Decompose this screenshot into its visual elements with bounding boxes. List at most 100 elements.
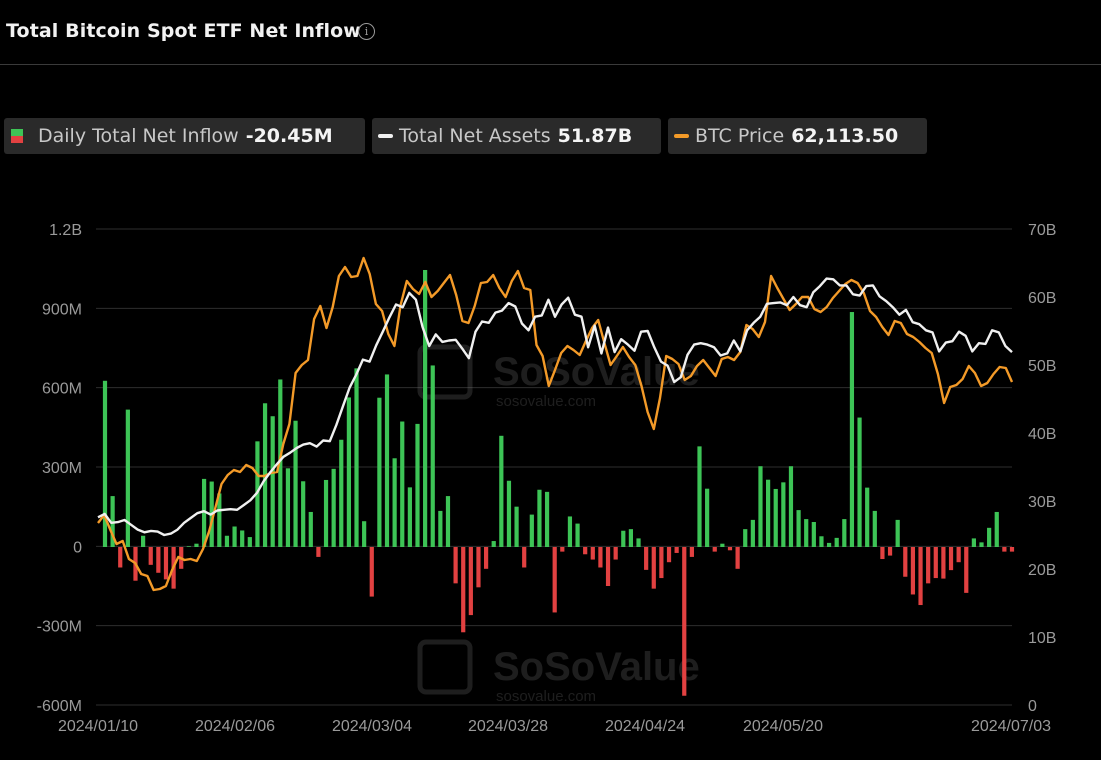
inflow-bar bbox=[842, 519, 847, 547]
inflow-bar bbox=[529, 514, 534, 547]
net-assets-line bbox=[97, 277, 1013, 537]
inflow-bar bbox=[651, 547, 656, 589]
inflow-bar bbox=[141, 535, 146, 547]
inflow-bars bbox=[102, 269, 1015, 696]
info-icon[interactable]: i bbox=[358, 23, 375, 40]
inflow-bar bbox=[194, 543, 199, 547]
x-tick-label: 2024/05/20 bbox=[743, 718, 823, 735]
inflow-bar bbox=[1009, 547, 1015, 552]
right-tick-label: 10B bbox=[1028, 630, 1056, 647]
inflow-bar bbox=[224, 535, 230, 547]
watermark-text: SoSoValue bbox=[493, 645, 700, 689]
inflow-bar bbox=[826, 542, 832, 547]
inflow-bar bbox=[247, 537, 252, 547]
inflow-bar bbox=[857, 417, 862, 547]
inflow-bar bbox=[987, 527, 992, 547]
inflow-bar bbox=[453, 547, 458, 584]
left-tick-label: -300M bbox=[37, 619, 82, 636]
inflow-bar bbox=[331, 468, 336, 547]
inflow-bar bbox=[514, 506, 519, 547]
legend-price[interactable]: BTC Price 62,113.50 bbox=[668, 118, 927, 154]
inflow-bar bbox=[461, 547, 466, 633]
inflow-bar bbox=[880, 547, 885, 560]
inflow-bar bbox=[903, 547, 908, 577]
left-tick-label: -600M bbox=[37, 698, 82, 715]
inflow-bar bbox=[621, 530, 626, 547]
inflow-bar bbox=[552, 547, 557, 613]
watermark-subtext: sosovalue.com bbox=[496, 688, 596, 705]
left-tick-label: 0 bbox=[73, 539, 82, 556]
inflow-bar bbox=[384, 374, 390, 547]
left-tick-label: 300M bbox=[42, 460, 82, 477]
inflow-bar bbox=[377, 397, 382, 547]
inflow-bar bbox=[255, 441, 260, 547]
inflow-bar bbox=[468, 547, 473, 616]
watermark-subtext: sosovalue.com bbox=[496, 393, 596, 410]
inflow-bar bbox=[400, 421, 405, 547]
inflow-bar bbox=[560, 547, 565, 552]
bar-swatch-icon bbox=[11, 129, 23, 143]
inflow-bar bbox=[849, 312, 855, 547]
inflow-bar bbox=[781, 482, 786, 547]
white-line-swatch-icon bbox=[378, 134, 393, 138]
inflow-bar bbox=[354, 368, 359, 547]
inflow-bar bbox=[956, 547, 961, 563]
inflow-bar bbox=[712, 547, 717, 552]
left-tick-label: 900M bbox=[42, 301, 82, 318]
inflow-bar bbox=[926, 547, 931, 584]
inflow-bar bbox=[301, 481, 306, 547]
inflow-bar bbox=[705, 488, 710, 547]
x-tick-label: 2024/03/04 bbox=[332, 718, 412, 735]
legend-assets-value: 51.87B bbox=[557, 125, 633, 147]
chart-header: Total Bitcoin Spot ETF Net Inflow i bbox=[0, 0, 1101, 65]
inflow-bar bbox=[285, 468, 291, 547]
x-tick-label: 2024/07/03 bbox=[971, 718, 1051, 735]
axes: -600M -300M 0 300M 600M 900M 1.2B 0 10B 20B 30B 40B… bbox=[37, 222, 1057, 735]
right-tick-label: 70B bbox=[1028, 222, 1056, 239]
inflow-bar bbox=[506, 480, 512, 547]
inflow-bar bbox=[407, 487, 412, 547]
inflow-bar bbox=[270, 416, 275, 547]
inflow-bar bbox=[362, 521, 367, 547]
inflow-bar bbox=[438, 510, 443, 547]
inflow-bar bbox=[323, 479, 329, 547]
inflow-bar bbox=[613, 547, 618, 560]
inflow-bar bbox=[773, 488, 778, 547]
inflow-bar bbox=[308, 511, 313, 547]
legend-inflow-label: Daily Total Net Inflow bbox=[38, 125, 239, 147]
inflow-bar bbox=[720, 543, 725, 547]
inflow-bar bbox=[918, 547, 923, 606]
right-tick-label: 30B bbox=[1028, 494, 1056, 511]
inflow-bar bbox=[819, 536, 824, 547]
legend-price-value: 62,113.50 bbox=[791, 125, 899, 147]
inflow-bar bbox=[392, 458, 397, 547]
inflow-bar bbox=[186, 546, 191, 547]
x-tick-label: 2024/02/06 bbox=[195, 718, 275, 735]
legend-assets[interactable]: Total Net Assets 51.87B bbox=[372, 118, 661, 154]
inflow-bar bbox=[537, 489, 542, 547]
inflow-bar bbox=[369, 547, 374, 597]
inflow-bar bbox=[743, 529, 748, 547]
legend-inflow[interactable]: Daily Total Net Inflow -20.45M bbox=[4, 118, 365, 154]
inflow-bar bbox=[994, 511, 999, 547]
inflow-bar bbox=[865, 487, 870, 547]
inflow-bar bbox=[788, 466, 794, 547]
inflow-bar bbox=[796, 510, 801, 547]
right-tick-label: 0 bbox=[1028, 698, 1037, 715]
inflow-bar bbox=[201, 478, 207, 547]
inflow-bar bbox=[735, 547, 740, 569]
inflow-bar bbox=[895, 519, 900, 547]
chart-title: Total Bitcoin Spot ETF Net Inflow bbox=[6, 20, 361, 42]
inflow-bar bbox=[346, 397, 351, 547]
inflow-bar bbox=[445, 496, 451, 547]
watermarks: SoSoValuesosovalue.comSoSoValuesosovalue… bbox=[417, 344, 700, 705]
inflow-bar bbox=[948, 547, 954, 571]
inflow-bar bbox=[590, 547, 595, 560]
inflow-bar bbox=[941, 547, 946, 579]
inflow-bar bbox=[872, 510, 877, 547]
inflow-bar bbox=[758, 466, 763, 547]
left-tick-label: 1.2B bbox=[49, 222, 82, 239]
inflow-bar bbox=[118, 547, 123, 568]
legend-assets-label: Total Net Assets bbox=[399, 125, 551, 147]
